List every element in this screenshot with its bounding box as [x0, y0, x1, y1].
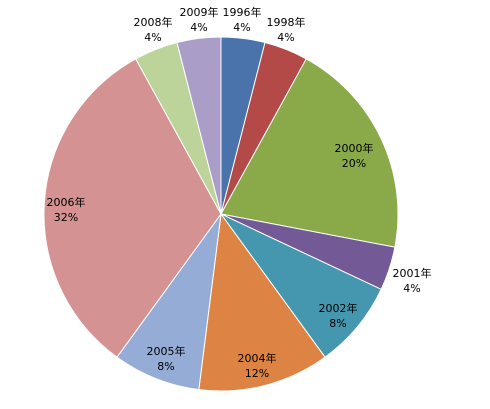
slice-category-label: 2001年: [393, 266, 432, 280]
slice-percent-label: 20%: [342, 157, 366, 170]
slice-percent-label: 4%: [233, 21, 250, 34]
slice-percent-label: 12%: [245, 367, 269, 380]
pie-slice-2005: [116, 213, 222, 391]
slice-percent-label: 8%: [329, 317, 346, 330]
slice-category-label: 2004年: [238, 351, 277, 365]
pie-slice-2004: [198, 212, 326, 392]
slice-category-label: 2002年: [319, 301, 358, 315]
pie-slice-2002: [220, 213, 382, 358]
slices-layer: [43, 36, 399, 392]
pie-slice-2006: [43, 58, 222, 358]
slice-percent-label: 4%: [190, 21, 207, 34]
pie-slice-2000: [220, 58, 399, 248]
slice-category-label: 1998年: [267, 15, 306, 29]
slice-category-label: 2008年: [134, 15, 173, 29]
slice-category-label: 2000年: [335, 141, 374, 155]
slice-category-label: 1996年: [223, 5, 262, 19]
slice-percent-label: 4%: [403, 282, 420, 295]
pie-slice-2009: [176, 36, 222, 215]
slice-percent-label: 4%: [277, 31, 294, 44]
slice-category-label: 2006年: [47, 195, 86, 209]
labels-layer: 1996年 4% 1998年 4% 2000年 20% 2001年 4% 2002年 8% 2004…: [47, 5, 432, 380]
slice-percent-label: 8%: [157, 360, 174, 373]
slice-category-label: 2009年: [180, 5, 219, 19]
slice-category-label: 2005年: [147, 344, 186, 358]
slice-percent-label: 32%: [54, 211, 78, 224]
slice-percent-label: 4%: [144, 31, 161, 44]
